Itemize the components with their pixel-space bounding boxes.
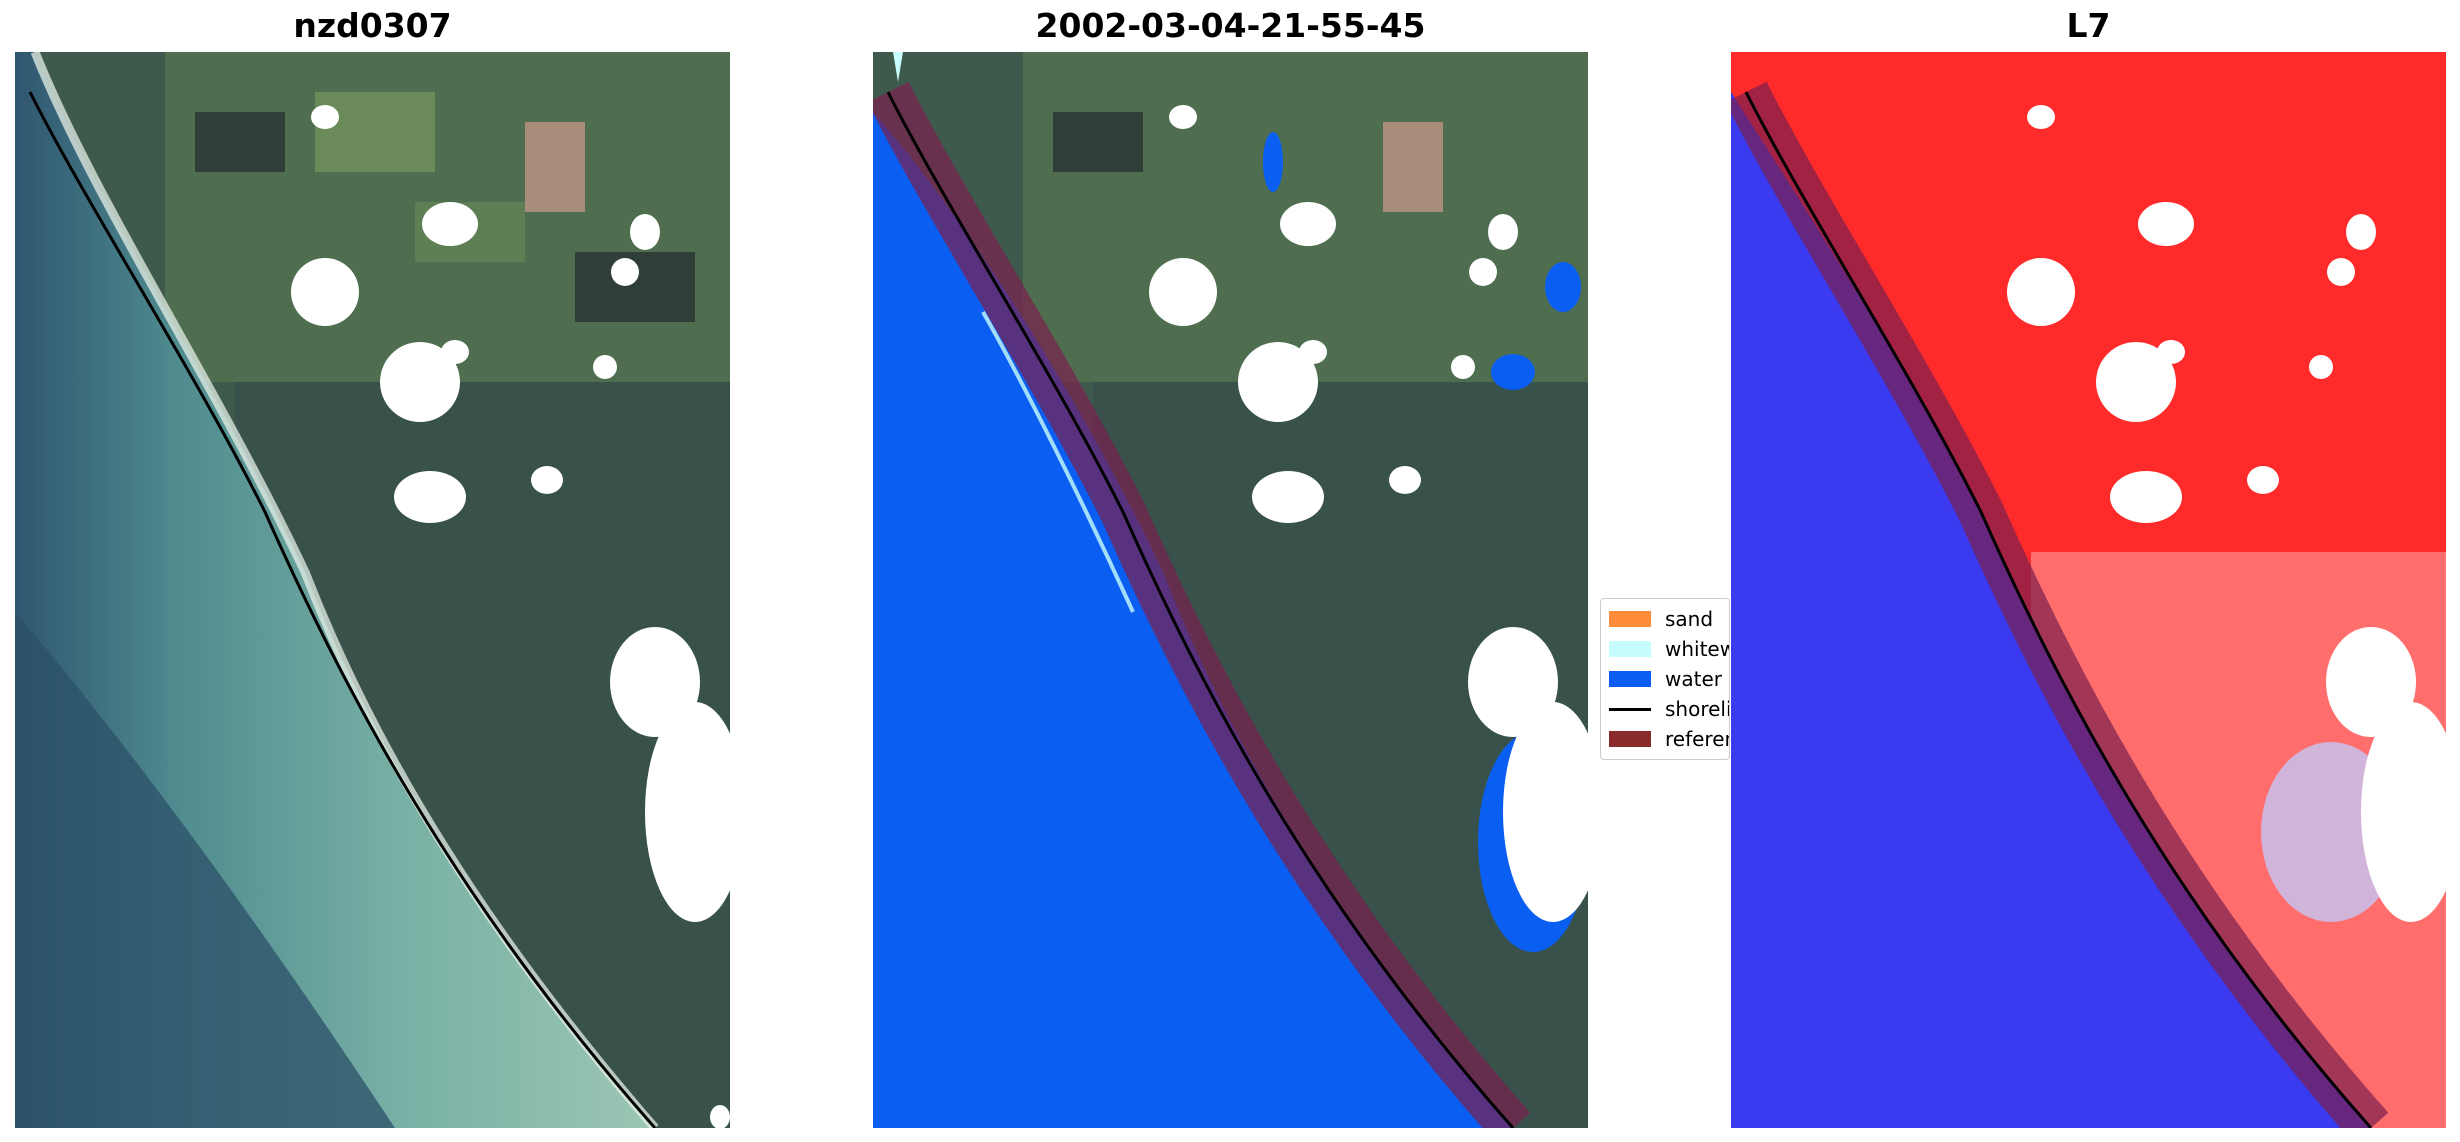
panel-title-index: L7 — [2066, 6, 2111, 45]
legend-label-shoreline: shoreline — [1665, 697, 1729, 721]
whitewater-swatch — [1609, 641, 1651, 657]
legend-label-reference: reference — [1665, 727, 1729, 751]
legend-label-sand: sand — [1665, 607, 1714, 631]
legend-item-reference: reference — [1609, 725, 1729, 753]
rgb-satellite-image — [15, 52, 730, 1128]
classified-image — [873, 52, 1588, 1128]
sand-swatch — [1609, 611, 1651, 627]
rgb-image-svg — [15, 52, 730, 1128]
legend-item-shoreline: shoreline — [1609, 695, 1729, 723]
panel-title-rgb: nzd0307 — [293, 6, 452, 45]
legend-item-sand: sand — [1609, 605, 1729, 633]
shoreline-line-icon — [1609, 707, 1651, 711]
classified-image-svg — [873, 52, 1588, 1128]
mndwi-image — [1731, 52, 2446, 1128]
reference-swatch — [1609, 731, 1651, 747]
panel-title-classified: 2002-03-04-21-55-45 — [1035, 6, 1426, 45]
legend-item-water: water — [1609, 665, 1729, 693]
water-swatch — [1609, 671, 1651, 687]
legend-label-water: water — [1665, 667, 1722, 691]
index-image-svg — [1731, 52, 2446, 1128]
